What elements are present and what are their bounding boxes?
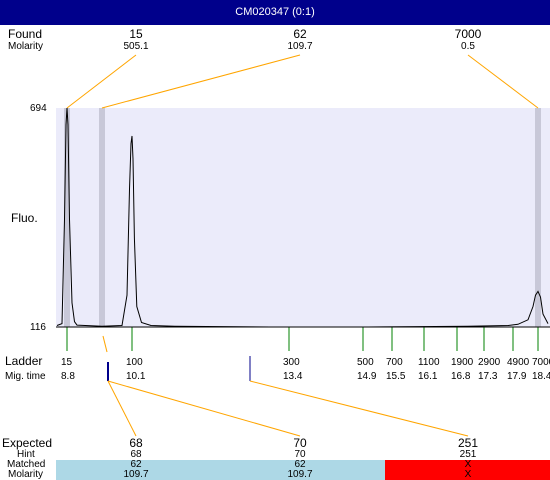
- ladder-mig-time: 10.1: [126, 371, 146, 382]
- found-peak-band: [64, 108, 70, 327]
- ladder-size: 100: [126, 357, 143, 368]
- ladder-mig-time: 15.5: [386, 371, 406, 382]
- expected-connector: [107, 380, 137, 437]
- expected-connector: [107, 380, 301, 437]
- found-molarity-label: Molarity: [8, 41, 44, 52]
- found-peak-molarity: 505.1: [123, 41, 149, 52]
- match-status-bar: [218, 460, 385, 480]
- found-peak-band: [99, 108, 105, 327]
- ladder-mig-time: 16.8: [451, 371, 471, 382]
- expected-molarity: X: [464, 469, 472, 480]
- ladder-size: 1100: [418, 357, 440, 368]
- expected-size: 251: [457, 436, 479, 450]
- ladder-size: 700: [386, 357, 403, 368]
- expected-connector: [249, 380, 469, 437]
- ladder-size: 4900: [507, 357, 530, 368]
- window-title: CM020347 (0:1): [0, 0, 550, 25]
- y-max-label: 694: [30, 103, 47, 114]
- mig-time-label: Mig. time: [5, 371, 46, 382]
- ladder-size: 500: [357, 357, 374, 368]
- expected-matched: 62: [130, 459, 142, 470]
- molarity-label: Molarity: [8, 469, 44, 480]
- match-status-bar: [385, 460, 550, 480]
- expected-molarity: 109.7: [123, 469, 149, 480]
- ladder-mig-time: 13.4: [283, 371, 303, 382]
- ladder-size: 300: [283, 357, 300, 368]
- found-peak-size: 15: [129, 27, 143, 41]
- expected-molarity: 109.7: [287, 469, 313, 480]
- ladder-mig-time: 8.8: [61, 371, 75, 382]
- expected-connector-stub: [102, 335, 108, 353]
- found-peak-connector: [66, 54, 137, 109]
- ladder-size: 15: [61, 357, 73, 368]
- expected-label: Expected: [2, 436, 53, 450]
- found-label: Found: [8, 27, 43, 41]
- expected-size: 70: [293, 436, 307, 450]
- expected-hint: 251: [459, 449, 477, 460]
- expected-matched: 62: [294, 459, 306, 470]
- expected-matched: X: [464, 459, 472, 470]
- found-peak-molarity: 0.5: [461, 41, 475, 52]
- y-min-label: 116: [30, 322, 46, 333]
- ladder-mig-time: 17.9: [507, 371, 527, 382]
- ladder-mig-time: 17.3: [478, 371, 498, 382]
- found-peak-molarity: 109.7: [287, 41, 313, 52]
- hint-label: Hint: [17, 449, 35, 460]
- expected-size: 68: [129, 436, 143, 450]
- ladder-mig-time: 16.1: [418, 371, 438, 382]
- expected-hint: 70: [294, 449, 306, 460]
- found-peak-connector: [101, 54, 301, 109]
- found-peak-band: [535, 108, 541, 327]
- expected-hint: 68: [130, 449, 142, 460]
- ladder-mig-time: 18.4: [532, 371, 550, 382]
- match-status-bar: [56, 460, 218, 480]
- ladder-size: 7000: [532, 357, 550, 368]
- ladder-size: 1900: [451, 357, 474, 368]
- ladder-mig-time: 14.9: [357, 371, 377, 382]
- fluorescence-trace: [56, 107, 549, 328]
- plot-area: [56, 108, 550, 327]
- y-axis-label: Fluo.: [11, 211, 38, 225]
- matched-label: Matched: [7, 459, 46, 470]
- ladder-label: Ladder: [5, 354, 43, 368]
- found-peak-connector: [467, 54, 539, 109]
- ladder-size: 2900: [478, 357, 501, 368]
- found-peak-size: 7000: [454, 27, 482, 41]
- found-peak-size: 62: [293, 27, 307, 41]
